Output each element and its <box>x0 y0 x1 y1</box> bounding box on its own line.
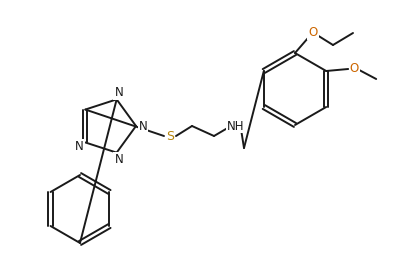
Text: O: O <box>349 62 359 76</box>
Text: N: N <box>75 140 84 153</box>
Text: O: O <box>308 27 318 39</box>
Text: N: N <box>139 119 147 133</box>
Text: N: N <box>115 86 123 99</box>
Text: NH: NH <box>227 119 245 133</box>
Text: S: S <box>166 130 174 142</box>
Text: N: N <box>115 153 123 166</box>
